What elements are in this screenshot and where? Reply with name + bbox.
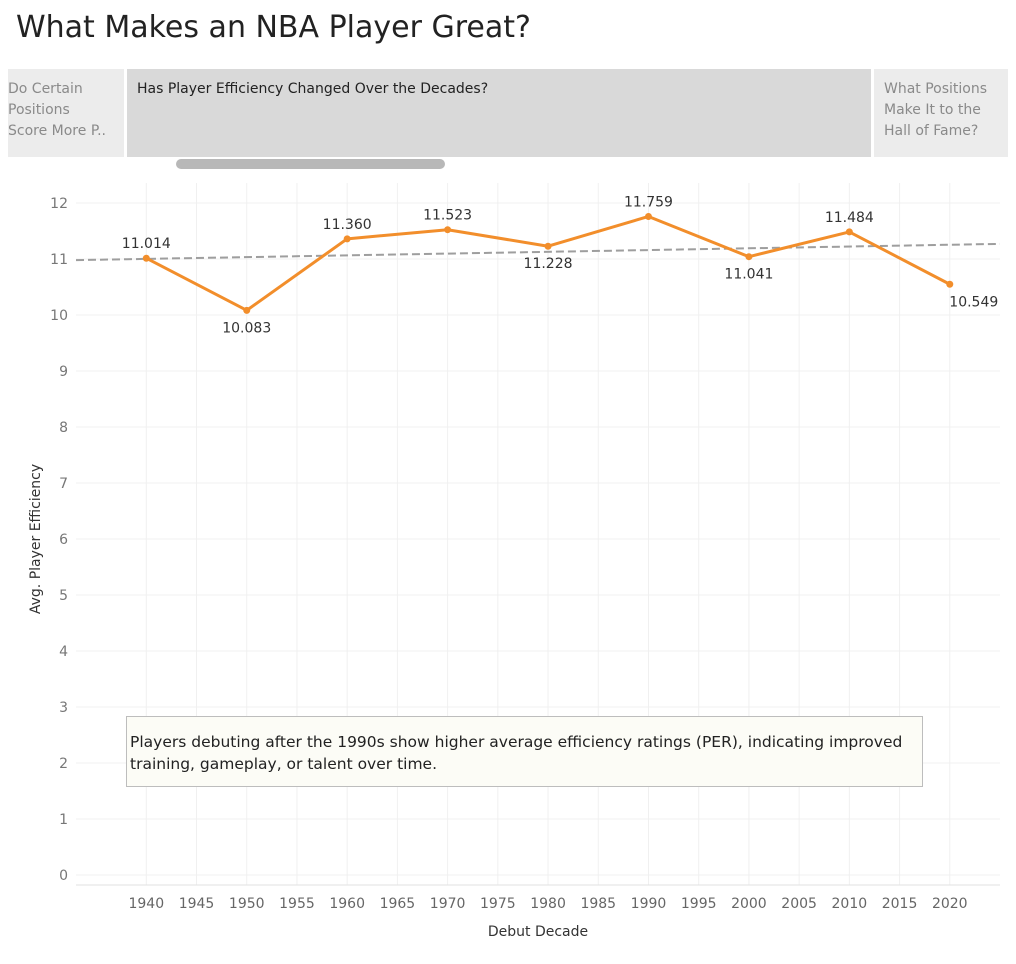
x-tick-label: 1980 <box>530 896 566 912</box>
y-tick-label: 12 <box>50 196 68 212</box>
y-tick-label: 10 <box>50 308 68 324</box>
tab-hall-of-fame-positions[interactable]: What Positions Make It to the Hall of Fa… <box>874 69 1008 157</box>
y-axis-title: Avg. Player Efficiency <box>28 464 44 614</box>
tab-label-line: Do Certain <box>8 81 83 97</box>
x-tick-label: 1945 <box>179 896 215 912</box>
tab-scrollbar-thumb[interactable] <box>176 159 445 169</box>
data-label: 11.484 <box>825 210 874 226</box>
y-tick-label: 3 <box>59 700 68 716</box>
x-tick-label: 2020 <box>932 896 968 912</box>
y-tick-label: 4 <box>59 644 68 660</box>
data-label: 11.360 <box>323 217 372 233</box>
x-tick-label: 1940 <box>128 896 164 912</box>
data-point <box>845 228 853 236</box>
tab-label: Has Player Efficiency Changed Over the D… <box>137 81 489 97</box>
data-point <box>946 280 954 288</box>
tab-label-line: Make It to the <box>884 102 981 118</box>
y-tick-label: 7 <box>59 476 68 492</box>
story-tab-bar: Do Certain Positions Score More P.. Has … <box>8 69 1008 157</box>
x-tick-label: 2005 <box>781 896 817 912</box>
tab-label-line: What Positions <box>884 81 988 97</box>
y-tick-label: 6 <box>59 532 68 548</box>
dashboard-title: What Makes an NBA Player Great? <box>16 10 531 45</box>
x-tick-label: 1975 <box>480 896 516 912</box>
y-tick-label: 5 <box>59 588 68 604</box>
data-point <box>444 226 452 234</box>
data-label: 11.523 <box>423 208 472 224</box>
x-tick-label: 2015 <box>882 896 918 912</box>
y-tick-label: 9 <box>59 364 68 380</box>
tab-player-efficiency[interactable]: Has Player Efficiency Changed Over the D… <box>127 69 871 157</box>
x-tick-label: 2010 <box>832 896 868 912</box>
data-point <box>544 242 552 250</box>
data-point <box>644 212 652 220</box>
data-label: 10.549 <box>949 294 998 310</box>
x-tick-label: 1985 <box>580 896 616 912</box>
data-label: 10.083 <box>222 320 271 336</box>
trend-line <box>75 242 1001 262</box>
insight-annotation: Players debuting after the 1990s show hi… <box>126 716 923 787</box>
tab-label-line: Positions <box>8 102 70 118</box>
data-point <box>243 306 251 314</box>
data-label: 11.759 <box>624 194 673 210</box>
data-label: 11.014 <box>122 236 171 252</box>
y-tick-label: 8 <box>59 420 68 436</box>
x-tick-label: 1990 <box>631 896 667 912</box>
data-label: 11.228 <box>524 256 573 272</box>
x-tick-label: 1960 <box>329 896 365 912</box>
data-point <box>745 253 753 261</box>
tab-positions-scoring[interactable]: Do Certain Positions Score More P.. <box>8 69 124 157</box>
y-tick-label: 1 <box>59 812 68 828</box>
y-tick-label: 0 <box>59 868 68 884</box>
tab-label-line: Score More P.. <box>8 123 106 139</box>
x-tick-label: 2000 <box>731 896 767 912</box>
tab-label-line: Hall of Fame? <box>884 123 979 139</box>
y-tick-label: 2 <box>59 756 68 772</box>
y-tick-label: 11 <box>50 252 68 268</box>
data-label: 11.041 <box>724 267 773 283</box>
x-tick-label: 1965 <box>380 896 416 912</box>
x-tick-label: 1950 <box>229 896 265 912</box>
data-point <box>343 235 351 243</box>
x-tick-label: 1970 <box>430 896 466 912</box>
x-tick-label: 1995 <box>681 896 717 912</box>
data-point <box>142 254 150 262</box>
x-axis-title: Debut Decade <box>488 924 588 940</box>
x-tick-label: 1955 <box>279 896 315 912</box>
